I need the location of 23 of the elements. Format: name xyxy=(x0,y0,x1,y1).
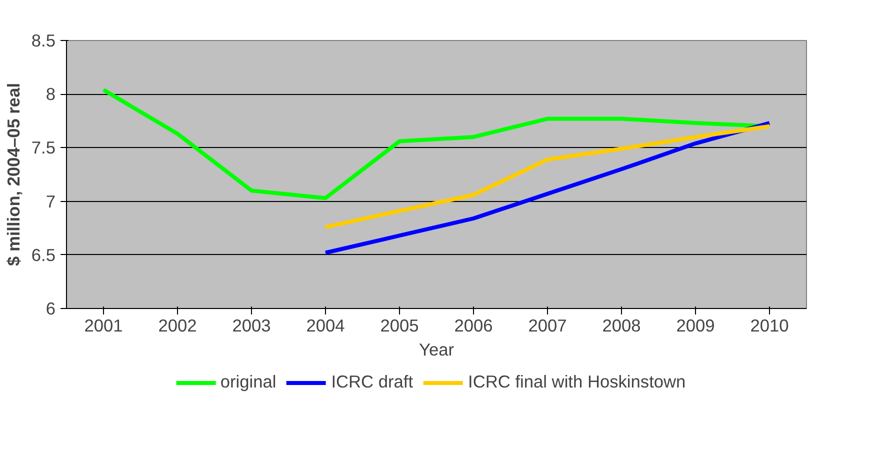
y-axis-title: $ million, 2004–05 real xyxy=(3,82,24,266)
line-series xyxy=(324,121,772,255)
legend-label: original xyxy=(220,372,276,392)
x-axis-title: Year xyxy=(418,340,454,360)
x-tick-label: 2007 xyxy=(528,316,567,336)
y-tick-label: 7.5 xyxy=(31,138,56,158)
x-tick-label: 2006 xyxy=(454,316,493,336)
x-tick-label: 2001 xyxy=(84,316,123,336)
x-tick-label: 2009 xyxy=(676,316,715,336)
y-tick-label: 7 xyxy=(46,191,56,212)
x-tick-label: 2004 xyxy=(306,316,346,336)
y-tick-label: 8.5 xyxy=(31,30,56,50)
y-tick-label: 6.5 xyxy=(31,244,56,265)
legend-label: ICRC final with Hoskinstown xyxy=(468,372,686,392)
x-tick-label: 2008 xyxy=(602,316,641,336)
y-tick-label: 8 xyxy=(46,84,56,104)
legend-label: ICRC draft xyxy=(331,372,414,392)
x-tick-label: 2005 xyxy=(380,316,419,336)
x-tick-label: 2002 xyxy=(158,316,197,336)
line-series xyxy=(324,124,772,230)
y-tick-label: 6 xyxy=(46,298,56,318)
x-tick-label: 2010 xyxy=(750,316,789,336)
x-tick-label: 2003 xyxy=(232,316,271,336)
